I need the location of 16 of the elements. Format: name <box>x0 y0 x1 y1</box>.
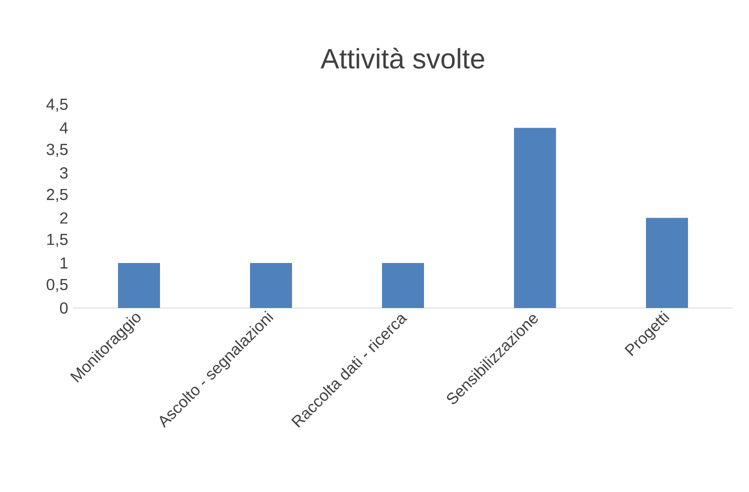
y-tick-label: 1 <box>60 257 68 268</box>
y-tick-label: 2 <box>60 212 68 224</box>
y-tick-label: 3,5 <box>46 144 68 157</box>
bar <box>646 218 688 308</box>
y-tick-label: 2,5 <box>46 188 68 202</box>
y-tick-label: 4 <box>60 122 68 134</box>
y-tick-label: 0,5 <box>46 278 68 292</box>
chart-title: Attività svolte <box>320 48 484 69</box>
y-tick-label: 1,5 <box>47 234 68 247</box>
bar <box>250 262 292 308</box>
bar <box>118 262 160 308</box>
y-tick-label: 4,5 <box>46 98 68 112</box>
bar <box>514 128 556 308</box>
bar <box>382 262 424 308</box>
y-tick-label: 3 <box>60 167 68 179</box>
y-tick-label: 0 <box>60 302 68 314</box>
